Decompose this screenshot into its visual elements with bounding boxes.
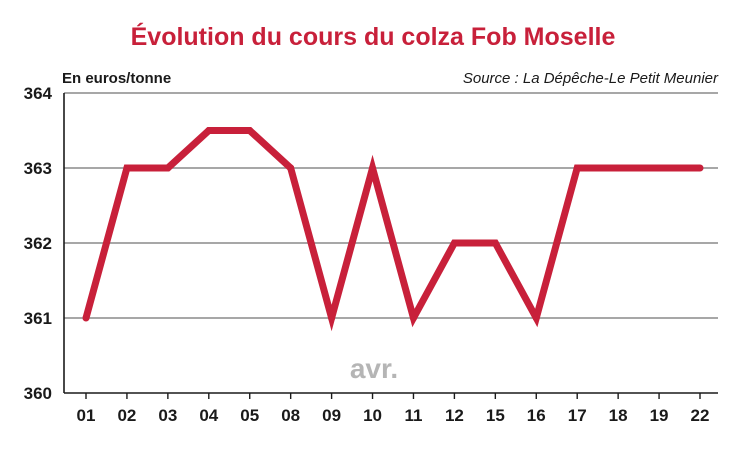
data-point-16 [532,314,540,322]
x-tick-label-18: 18 [609,406,628,425]
data-point-22 [696,164,704,172]
x-tick-label-16: 16 [527,406,546,425]
x-tick-label-08: 08 [281,406,300,425]
data-point-19 [655,164,663,172]
x-tick-label-09: 09 [322,406,341,425]
data-point-02 [123,164,131,172]
x-tick-label-04: 04 [199,406,218,425]
x-axis-ticks: 01 02 03 04 05 08 09 10 11 12 15 16 17 18 19 22 [77,393,710,425]
x-tick-label-03: 03 [158,406,177,425]
data-point-01 [82,314,90,322]
x-tick-label-22: 22 [691,406,710,425]
data-point-11 [409,314,417,322]
x-tick-label-01: 01 [77,406,96,425]
data-point-10 [369,164,377,172]
data-point-03 [164,164,172,172]
x-tick-label-02: 02 [117,406,136,425]
chart-title: Évolution du cours du colza Fob Moselle [131,22,616,51]
data-point-17 [573,164,581,172]
y-tick-label-364: 364 [24,84,53,103]
x-tick-label-17: 17 [568,406,587,425]
series-layer [82,127,704,332]
data-point-12 [450,239,458,247]
data-point-15 [491,239,499,247]
x-tick-label-19: 19 [650,406,669,425]
data-point-18 [614,164,622,172]
y-tick-label-363: 363 [24,159,52,178]
gridlines [64,92,718,319]
source-note: Source : La Dépêche-Le Petit Meunier [463,70,719,87]
data-point-04 [205,127,213,134]
y-axis-ticks: 360 361 362 363 364 [24,84,53,403]
data-point-08 [287,164,295,172]
x-tick-label-10: 10 [363,406,382,425]
x-tick-label-11: 11 [404,406,422,425]
y-tick-label-361: 361 [24,309,52,328]
series-line [82,127,700,332]
y-tick-label-360: 360 [24,384,52,403]
data-point-05 [246,127,254,134]
y-axis-unit-label: En euros/tonne [62,70,171,87]
x-tick-label-15: 15 [486,406,505,425]
x-tick-label-05: 05 [240,406,259,425]
y-tick-label-362: 362 [24,234,52,253]
data-point-09 [328,314,336,322]
month-annotation: avr. [350,353,398,384]
x-tick-label-12: 12 [445,406,464,425]
